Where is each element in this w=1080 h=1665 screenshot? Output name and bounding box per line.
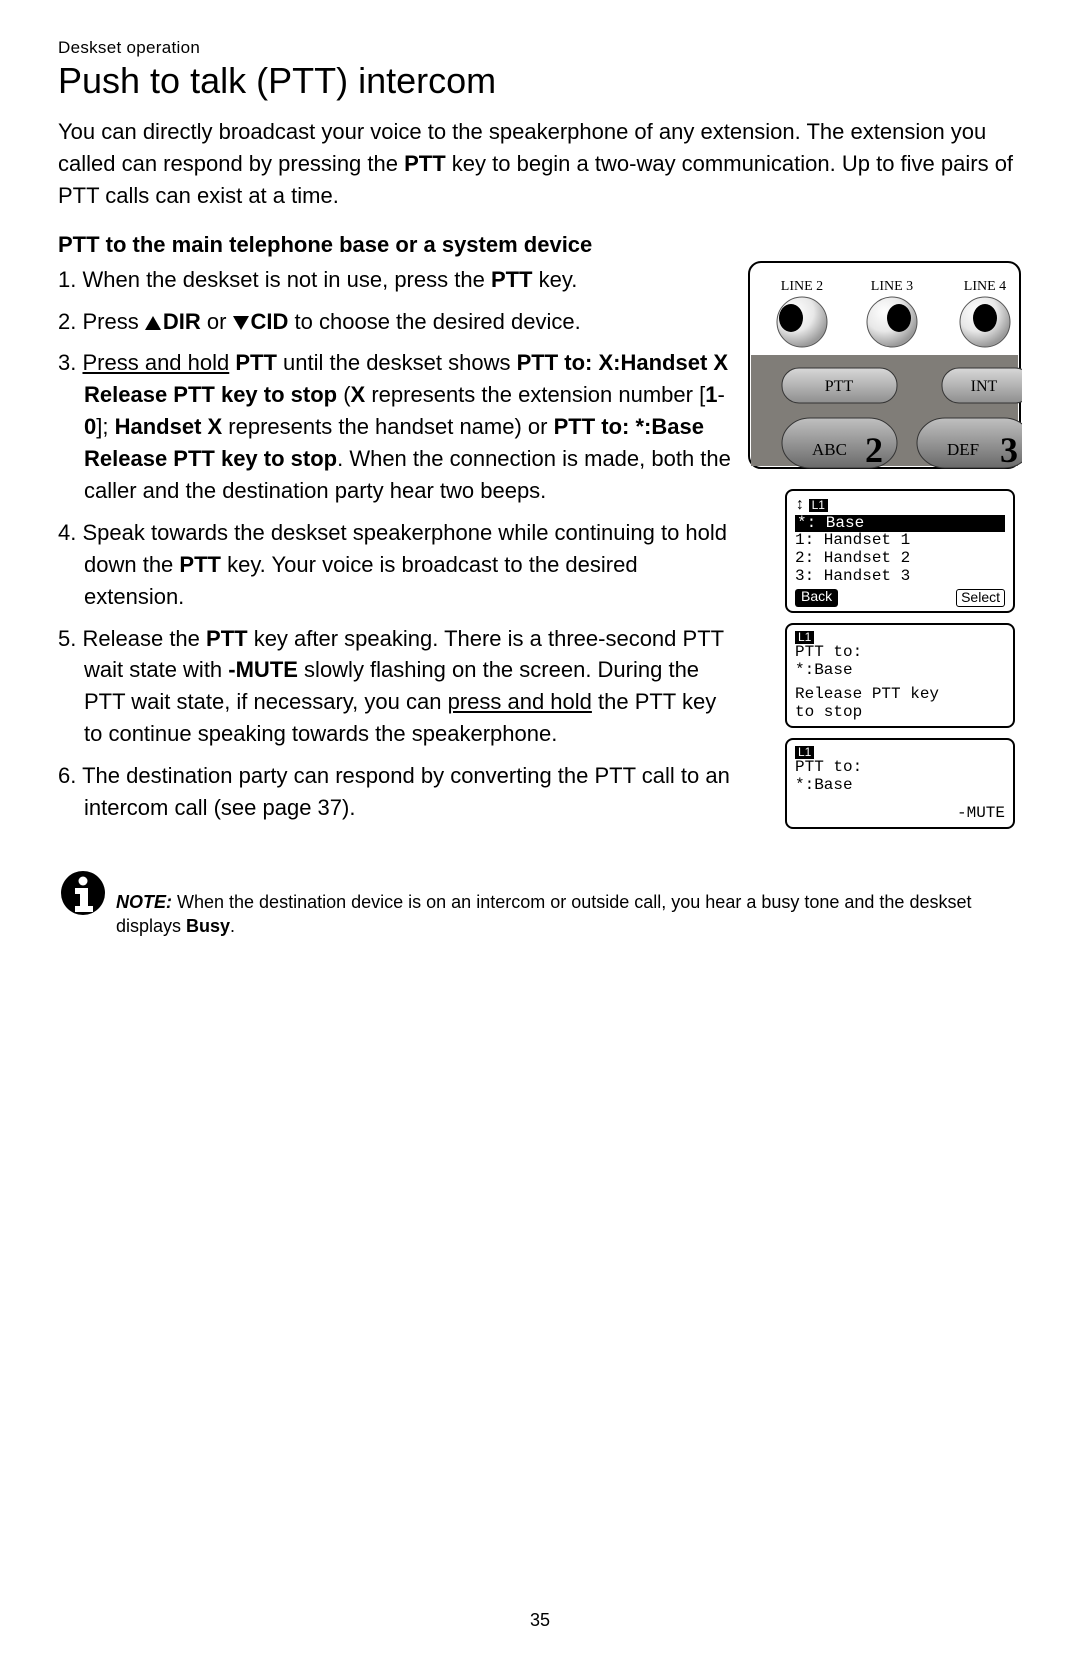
s5d: -MUTE (228, 657, 298, 682)
def-label: DEF (947, 440, 979, 459)
s3m: represents the handset name) or (222, 414, 553, 439)
s3j: 0 (84, 414, 96, 439)
keypad-illustration: LINE 2 LINE 3 LINE 4 PTT INT (747, 260, 1022, 475)
note-label: NOTE: (116, 892, 172, 912)
intro-ptt: PTT (404, 151, 446, 176)
line4-label: LINE 4 (964, 279, 1006, 294)
step-2: Press DIR or CID to choose the desired d… (58, 306, 733, 338)
l1-badge: L1 (809, 499, 828, 512)
lcd1-row3: 3: Handset 3 (795, 568, 1005, 586)
s3c: until the deskset shows (277, 350, 517, 375)
lcd-screen-1: ↕ L1 *: Base 1: Handset 1 2: Handset 2 3:… (785, 489, 1015, 613)
step-6: The destination party can respond by con… (58, 760, 733, 824)
s1b: PTT (491, 267, 533, 292)
l1-badge-3: L1 (795, 746, 814, 759)
updown-icon: ↕ (795, 497, 805, 515)
section-label: Deskset operation (58, 38, 1022, 58)
lcd3-row1: PTT to: (795, 759, 1005, 777)
s3f: X (351, 382, 366, 407)
s5a: Release the (82, 626, 206, 651)
s1c: key. (533, 267, 578, 292)
page: Deskset operation Push to talk (PTT) int… (0, 0, 1080, 1665)
note-c: . (230, 916, 235, 936)
arrow-down-icon (233, 316, 249, 330)
lcd-screen-3: L1 PTT to: *:Base -MUTE (785, 738, 1015, 829)
page-title: Push to talk (PTT) intercom (58, 60, 1022, 102)
s3g: represents the extension number [ (365, 382, 705, 407)
s2or: or (201, 309, 233, 334)
int-label: INT (971, 378, 998, 395)
s3b: PTT (229, 350, 277, 375)
lcd1-row2: 2: Handset 2 (795, 550, 1005, 568)
step-4: Speak towards the deskset speakerphone w… (58, 517, 733, 613)
lcd1-back: Back (795, 589, 838, 607)
s2dir: DIR (163, 309, 201, 334)
subheading: PTT to the main telephone base or a syst… (58, 232, 1022, 258)
s3k: ]; (96, 414, 114, 439)
line2-label: LINE 2 (781, 279, 823, 294)
three-label: 3 (1000, 430, 1018, 470)
s3e: ( (337, 382, 350, 407)
two-label: 2 (865, 430, 883, 470)
note-block: NOTE: When the destination device is on … (58, 868, 1022, 939)
lcd2-row4: to stop (795, 704, 1005, 722)
s5f: press and hold (448, 689, 592, 714)
s2cid: CID (251, 309, 289, 334)
step-5: Release the PTT key after speaking. Ther… (58, 623, 733, 751)
lcd1-select: Select (956, 589, 1005, 607)
s5b: PTT (206, 626, 248, 651)
lcd3-mute: -MUTE (795, 805, 1005, 823)
lcd-screen-2: L1 PTT to: *:Base Release PTT key to sto… (785, 623, 1015, 728)
note-b: Busy (186, 916, 230, 936)
intro-paragraph: You can directly broadcast your voice to… (58, 116, 1022, 212)
steps-list: When the deskset is not in use, press th… (58, 264, 733, 824)
l1-badge-2: L1 (795, 631, 814, 644)
lcd2-row3: Release PTT key (795, 686, 1005, 704)
page-number: 35 (0, 1610, 1080, 1631)
s3l: Handset X (115, 414, 223, 439)
lcd1-row1: 1: Handset 1 (795, 532, 1005, 550)
s4b: PTT (179, 552, 221, 577)
line3-label: LINE 3 (871, 279, 913, 294)
s2b: to choose the desired device. (288, 309, 580, 334)
s1a: When the deskset is not in use, press th… (82, 267, 490, 292)
lcd2-row1: PTT to: (795, 644, 1005, 662)
s2a: Press (82, 309, 144, 334)
lcd2-row2: *:Base (795, 662, 1005, 680)
s3a: Press and hold (82, 350, 229, 375)
ptt-label: PTT (825, 378, 854, 395)
note-a: When the destination device is on an int… (116, 892, 971, 936)
info-icon (58, 868, 110, 923)
s3i: - (717, 382, 724, 407)
arrow-up-icon (145, 316, 161, 330)
step-3: Press and hold PTT until the deskset sho… (58, 347, 733, 506)
lcd3-row2: *:Base (795, 777, 1005, 795)
s3h: 1 (705, 382, 717, 407)
abc-label: ABC (812, 440, 847, 459)
step-1: When the deskset is not in use, press th… (58, 264, 733, 296)
lcd1-selected: *: Base (795, 515, 1005, 533)
